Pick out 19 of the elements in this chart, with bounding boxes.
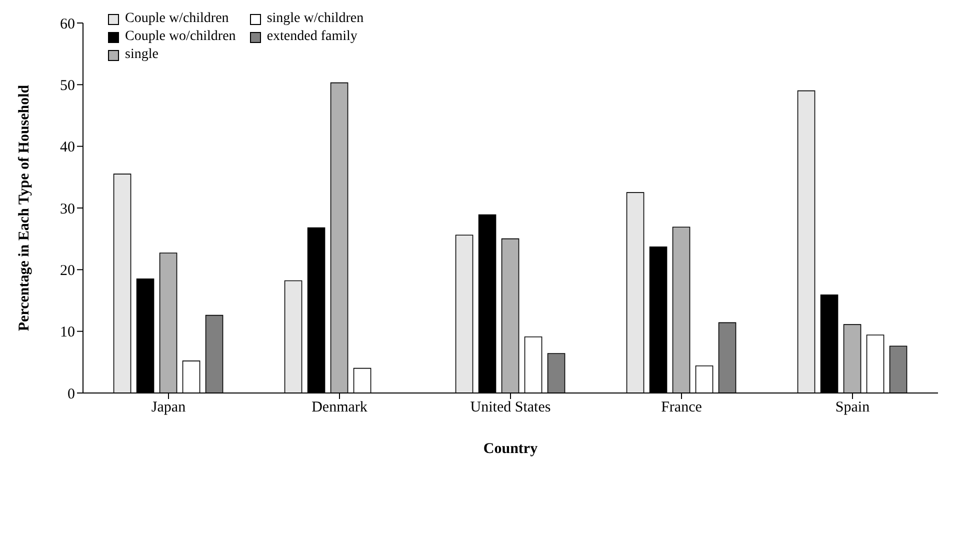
x-tick-label: Denmark [312,400,368,416]
y-axis-title: Percentage in Each Type of Household [16,84,32,332]
x-tick-label: Spain [835,400,870,416]
x-tick-label: Japan [151,400,186,416]
y-tick-label: 60 [60,16,75,32]
x-axis-title: Country [483,441,538,457]
legend-label: Couple w/children [125,11,229,27]
y-tick-label: 50 [60,78,75,94]
x-tick-label: France [661,400,702,416]
y-tick-label: 40 [60,140,75,156]
y-tick-label: 30 [60,201,75,218]
x-tick-label: United States [470,400,551,416]
y-tick-label: 20 [60,262,75,279]
legend-label: single [125,47,158,63]
y-tick-label: 10 [60,324,75,341]
legend-label: single w/children [266,11,364,27]
y-tick-label: 0 [68,386,75,402]
legend-label: extended family [266,29,358,45]
legend-label: Couple wo/children [125,29,236,45]
